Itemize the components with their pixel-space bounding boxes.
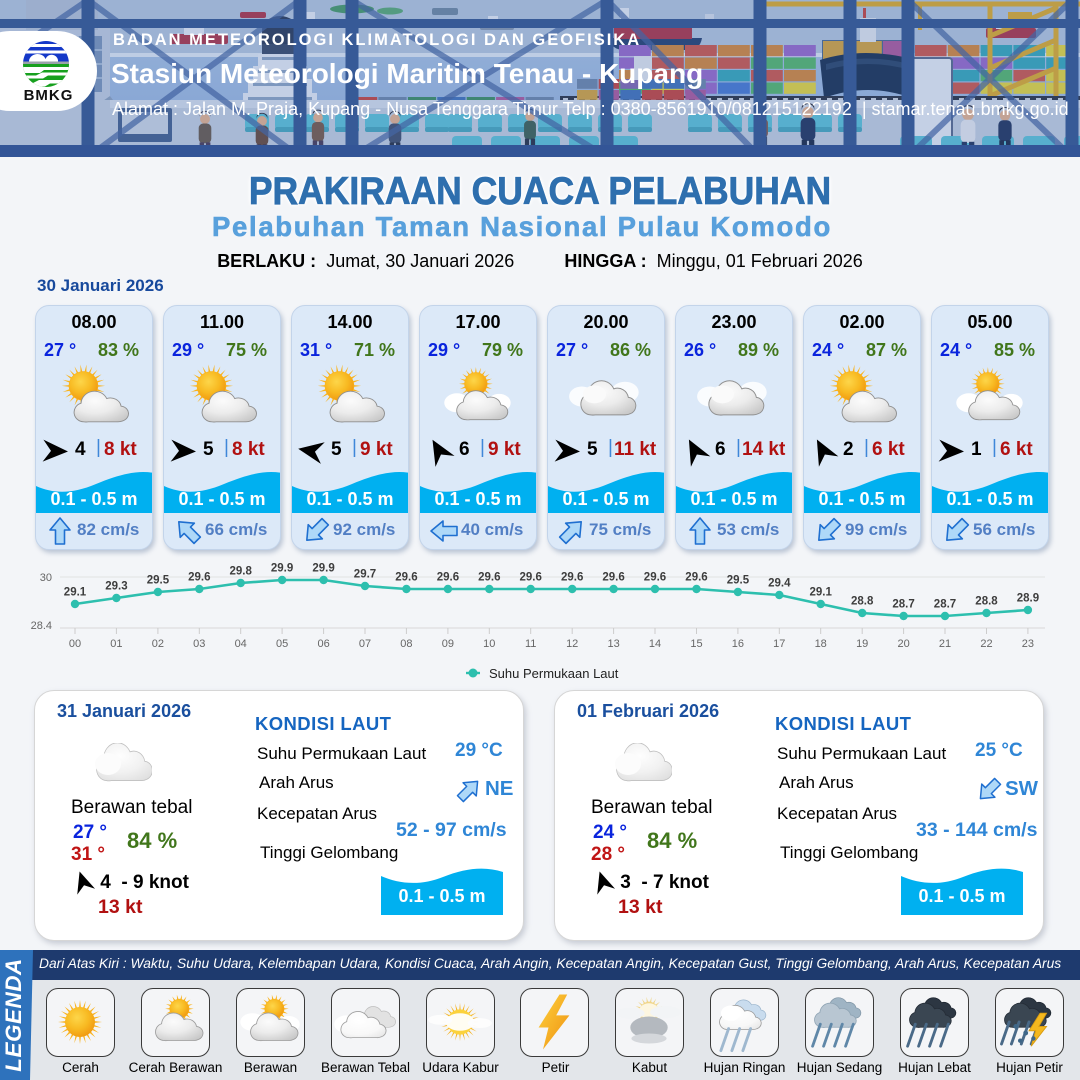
svg-text:08: 08 xyxy=(400,638,412,650)
svg-text:28.9: 28.9 xyxy=(1017,593,1039,605)
svg-text:13: 13 xyxy=(607,638,619,650)
svg-text:29.9: 29.9 xyxy=(271,563,293,575)
svg-text:07: 07 xyxy=(359,638,371,650)
svg-text:29.6: 29.6 xyxy=(478,572,500,584)
svg-text:30: 30 xyxy=(40,572,52,584)
svg-text:29.1: 29.1 xyxy=(810,587,833,599)
svg-text:29.6: 29.6 xyxy=(395,572,417,584)
svg-text:29.5: 29.5 xyxy=(727,575,750,587)
svg-text:29.8: 29.8 xyxy=(230,566,253,578)
svg-text:29.7: 29.7 xyxy=(354,569,376,581)
svg-text:18: 18 xyxy=(815,638,827,650)
svg-text:28.7: 28.7 xyxy=(934,599,956,611)
svg-text:15: 15 xyxy=(690,638,702,650)
svg-text:28.7: 28.7 xyxy=(892,599,914,611)
svg-text:28.4: 28.4 xyxy=(31,620,52,632)
svg-text:29.9: 29.9 xyxy=(312,563,334,575)
svg-text:23: 23 xyxy=(1022,638,1034,650)
svg-text:29.6: 29.6 xyxy=(685,572,707,584)
svg-text:28.8: 28.8 xyxy=(975,596,998,608)
svg-text:19: 19 xyxy=(856,638,868,650)
svg-text:14: 14 xyxy=(649,638,661,650)
svg-text:22: 22 xyxy=(980,638,992,650)
svg-text:29.3: 29.3 xyxy=(105,581,127,593)
svg-text:Suhu Permukaan Laut: Suhu Permukaan Laut xyxy=(489,666,619,681)
svg-text:29.6: 29.6 xyxy=(188,572,210,584)
svg-text:16: 16 xyxy=(732,638,744,650)
svg-text:20: 20 xyxy=(897,638,909,650)
svg-text:01: 01 xyxy=(110,638,122,650)
svg-text:29.6: 29.6 xyxy=(437,572,459,584)
svg-text:10: 10 xyxy=(483,638,495,650)
svg-text:09: 09 xyxy=(442,638,454,650)
svg-text:11: 11 xyxy=(525,638,536,650)
svg-text:28.8: 28.8 xyxy=(851,596,874,608)
svg-text:00: 00 xyxy=(69,638,81,650)
svg-text:04: 04 xyxy=(235,638,247,650)
svg-text:06: 06 xyxy=(317,638,329,650)
svg-text:05: 05 xyxy=(276,638,288,650)
svg-text:29.5: 29.5 xyxy=(147,575,170,587)
svg-text:29.4: 29.4 xyxy=(768,578,791,590)
svg-text:29.1: 29.1 xyxy=(64,587,87,599)
svg-text:03: 03 xyxy=(193,638,205,650)
svg-text:29.6: 29.6 xyxy=(561,572,583,584)
svg-text:29.6: 29.6 xyxy=(602,572,624,584)
svg-text:17: 17 xyxy=(773,638,785,650)
svg-text:29.6: 29.6 xyxy=(644,572,666,584)
svg-text:12: 12 xyxy=(566,638,578,650)
svg-text:29.6: 29.6 xyxy=(520,572,542,584)
svg-text:02: 02 xyxy=(152,638,164,650)
svg-text:21: 21 xyxy=(939,638,951,650)
